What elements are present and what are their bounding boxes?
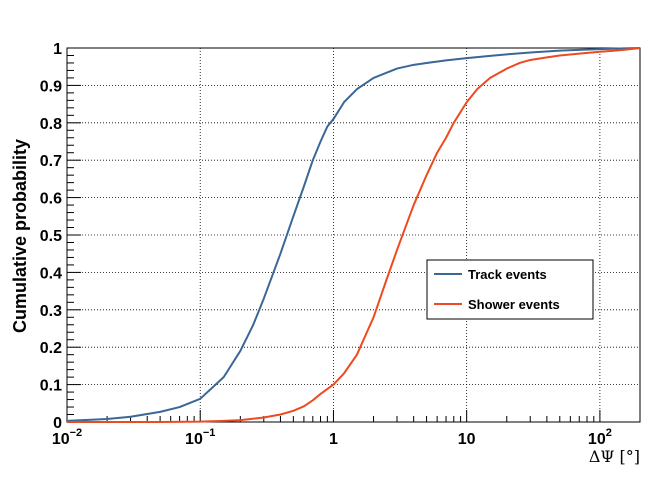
y-tick-label: 0.8 — [40, 116, 62, 133]
y-tick-label: 0.9 — [40, 78, 62, 95]
legend-label-shower: Shower events — [468, 297, 560, 312]
y-tick-labels: 0 0.1 0.2 0.3 0.4 0.5 0.6 0.7 0.8 0.9 1 — [40, 41, 62, 432]
legend-box — [426, 259, 594, 320]
y-axis-title: Cumulative probability — [10, 139, 30, 333]
x-tick-label: 10−2 — [52, 427, 82, 448]
y-tick-label: 0.7 — [40, 153, 62, 170]
y-tick-label: 0 — [53, 415, 62, 432]
x-tick-label: 10 — [458, 431, 476, 448]
x-tick-label: 1 — [329, 431, 338, 448]
x-axis-title: ΔΨ [°] — [589, 447, 640, 466]
plot-frame — [66, 47, 641, 423]
x-tick-label: 10−1 — [185, 427, 215, 448]
y-tick-label: 0.5 — [40, 228, 62, 245]
y-tick-label: 0.4 — [40, 265, 62, 282]
y-tick-label: 0.1 — [40, 378, 62, 395]
series-line-shower — [67, 47, 641, 423]
grid — [67, 48, 640, 422]
x-tick-label: 102 — [588, 427, 612, 448]
y-tick-label: 0.6 — [40, 191, 62, 208]
axis-ticks — [66, 47, 641, 423]
x-tick-labels: 10−2 10−1 1 10 102 — [52, 427, 612, 448]
legend-label-track: Track events — [468, 267, 547, 282]
y-tick-label: 0.2 — [40, 340, 62, 357]
y-tick-label: 1 — [53, 41, 62, 58]
y-tick-label: 0.3 — [40, 303, 62, 320]
legend: Track events Shower events — [426, 259, 594, 320]
series-line-track — [66, 47, 641, 422]
series-lines — [66, 47, 641, 423]
